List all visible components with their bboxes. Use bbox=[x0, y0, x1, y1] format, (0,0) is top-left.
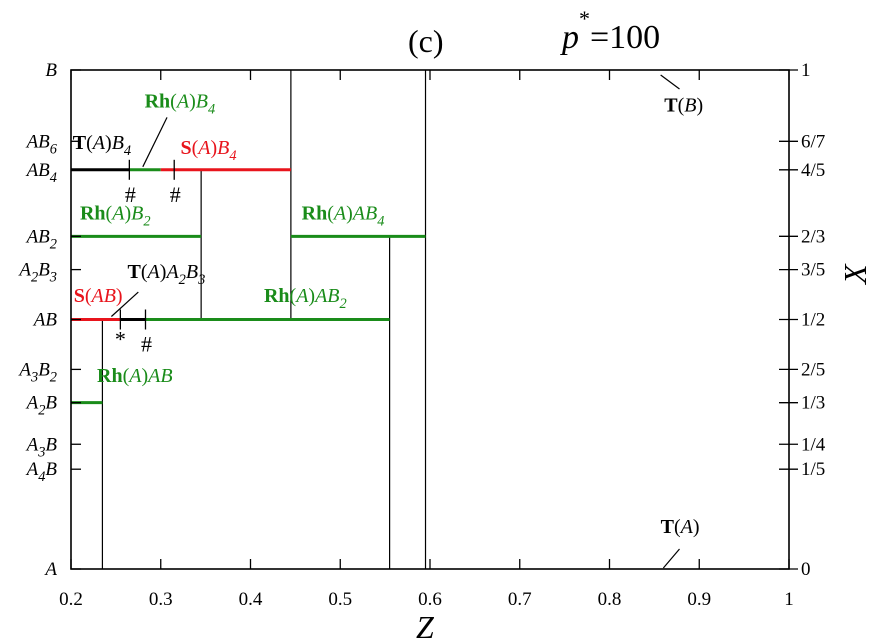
phase-annotation: T(A) bbox=[661, 516, 700, 538]
phase-annotation: Rh(A)B2 bbox=[80, 203, 151, 230]
phase-boundaries bbox=[101, 70, 427, 569]
phase-annotation: T(B) bbox=[664, 94, 703, 116]
parameter-superscript: * bbox=[579, 6, 590, 31]
left-tick-label: A2B3 bbox=[17, 260, 57, 286]
marker-label: # bbox=[141, 332, 152, 357]
right-tick-label: 1 bbox=[801, 60, 811, 81]
annotation-leader bbox=[142, 117, 168, 168]
marker-label: # bbox=[170, 182, 181, 207]
left-tick-label: B bbox=[45, 60, 57, 81]
phase-annotations: T(A)B4 Rh(A)B4 S(A)B4 Rh(A)B2 Rh(A)AB4 T(A)A2… bbox=[73, 74, 703, 569]
phase-annotation: S(AB) bbox=[74, 285, 123, 307]
phase-annotation: S(A)B4 bbox=[180, 137, 236, 164]
annotation-leader bbox=[110, 291, 139, 317]
right-tick-label: 4/5 bbox=[801, 160, 825, 181]
left-tick-label: AB2 bbox=[25, 226, 57, 252]
x-tick-label: 0.6 bbox=[418, 589, 442, 610]
marker-label: # bbox=[125, 182, 136, 207]
panel-label: (c) bbox=[408, 23, 444, 59]
right-tick-label: 6/7 bbox=[801, 131, 825, 152]
x-tick-label: 0.2 bbox=[59, 589, 83, 610]
left-tick-label: A3B2 bbox=[17, 359, 57, 385]
right-tick-label: 0 bbox=[801, 559, 811, 580]
parameter-value: =100 bbox=[590, 19, 660, 56]
x-tick-label: 0.8 bbox=[598, 589, 622, 610]
x-tick-label: 0.3 bbox=[149, 589, 173, 610]
left-tick-label: AB6 bbox=[25, 131, 58, 157]
left-tick-label: AB bbox=[32, 310, 58, 331]
y-axis-label: X bbox=[837, 263, 872, 286]
left-tick-label: A bbox=[43, 559, 57, 580]
x-axis-label: Z bbox=[416, 609, 435, 642]
parameter-symbol: p bbox=[560, 19, 579, 56]
phase-annotation: Rh(A)AB bbox=[97, 365, 173, 387]
parameter-label: p*=100 bbox=[560, 6, 660, 56]
plot-frame bbox=[70, 69, 790, 570]
x-tick-label: 0.7 bbox=[508, 589, 532, 610]
right-tick-label: 2/5 bbox=[801, 359, 825, 380]
phase-annotation: Rh(A)AB4 bbox=[302, 203, 385, 230]
phase-markers: # # * # bbox=[115, 159, 181, 357]
x-tick-label: 0.9 bbox=[687, 589, 711, 610]
right-tick-label: 1/5 bbox=[801, 459, 825, 480]
annotation-leader bbox=[660, 74, 680, 90]
left-tick-label: A4B bbox=[25, 459, 58, 485]
phase-annotation: T(A)B4 bbox=[73, 132, 131, 159]
x-tick-label: 1 bbox=[784, 589, 794, 610]
right-tick-labels: 1 6/7 4/5 2/3 3/5 1/2 2/5 1/3 1/4 1/5 0 bbox=[801, 60, 826, 580]
right-tick-label: 2/3 bbox=[801, 226, 825, 247]
right-tick-label: 1/4 bbox=[801, 434, 826, 455]
phase-annotation: T(A)A2B3 bbox=[128, 261, 206, 288]
left-tick-label: A3B bbox=[25, 434, 58, 460]
phase-annotation: Rh(A)B4 bbox=[145, 90, 216, 117]
annotation-leader bbox=[662, 548, 680, 569]
marker-label: * bbox=[115, 327, 126, 352]
right-tick-label: 1/2 bbox=[801, 310, 825, 331]
left-tick-label: AB4 bbox=[25, 160, 57, 186]
x-tick-label: 0.4 bbox=[239, 589, 263, 610]
right-tick-label: 3/5 bbox=[801, 260, 825, 281]
x-tick-label: 0.5 bbox=[328, 589, 352, 610]
phase-annotation: Rh(A)AB2 bbox=[264, 285, 347, 312]
x-tick-labels: 0.2 0.3 0.4 0.5 0.6 0.7 0.8 0.9 1 bbox=[59, 589, 794, 610]
right-tick-label: 1/3 bbox=[801, 393, 825, 414]
left-tick-label: A2B bbox=[25, 393, 58, 419]
